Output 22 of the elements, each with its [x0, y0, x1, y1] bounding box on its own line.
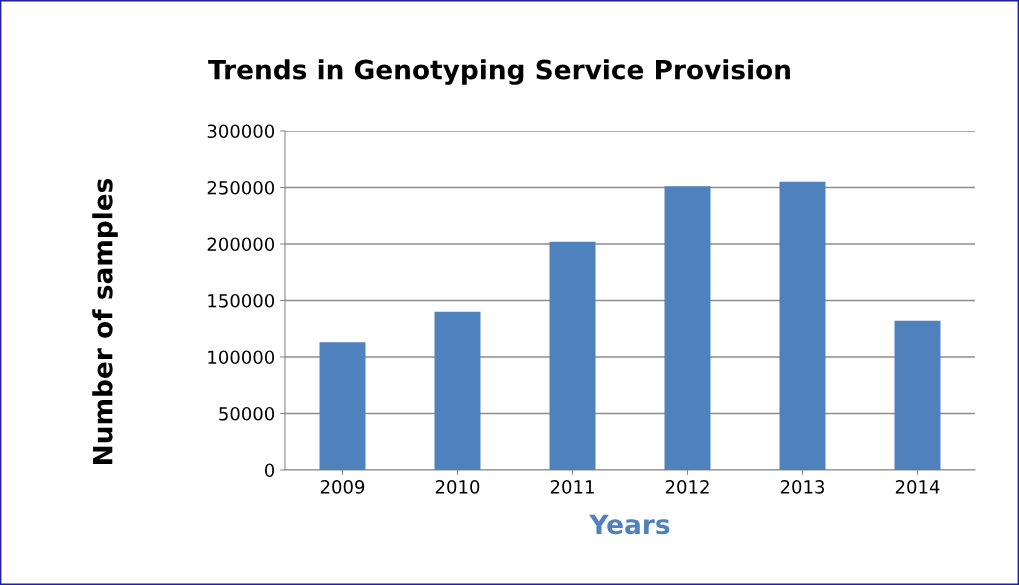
- bar: [434, 311, 481, 470]
- y-tick-label: 200000: [207, 237, 275, 252]
- x-tick-label: 2009: [320, 480, 365, 494]
- x-tick-label: 2010: [435, 480, 480, 494]
- bar: [779, 181, 826, 470]
- bar: [894, 320, 941, 470]
- x-tick-label: 2014: [895, 480, 940, 494]
- y-tick-label: 250000: [207, 180, 275, 195]
- bar: [549, 241, 596, 470]
- y-tick-label: 300000: [207, 124, 275, 139]
- x-tick-label: 2011: [550, 480, 594, 494]
- y-tick-label: 0: [264, 463, 275, 478]
- y-axis-title: Number of samples: [92, 178, 118, 464]
- bar: [664, 186, 711, 470]
- x-tick-label: 2012: [665, 480, 709, 494]
- y-tick-label: 150000: [208, 293, 275, 308]
- bar: [319, 342, 366, 470]
- chart-title: Trends in Genotyping Service Provision: [208, 59, 790, 85]
- x-axis-title: Years: [589, 514, 670, 535]
- y-tick-label: 50000: [219, 406, 275, 421]
- x-tick-label: 2013: [780, 480, 825, 494]
- y-tick-label: 100000: [208, 350, 275, 365]
